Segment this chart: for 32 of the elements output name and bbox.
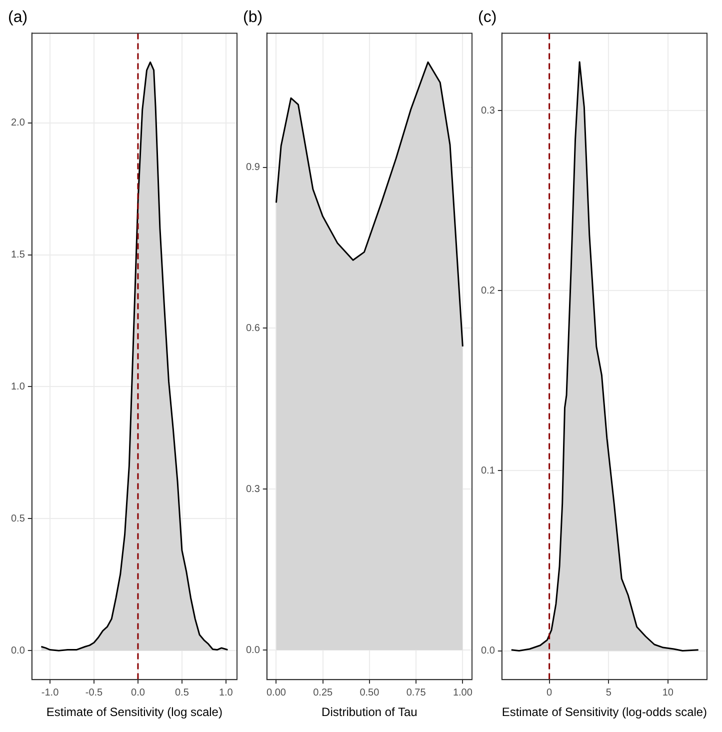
x-tick-label: 1.0 — [218, 687, 234, 698]
x-axis-title: Distribution of Tau — [322, 705, 418, 720]
chart-title: (b) — [243, 9, 263, 26]
y-tick-label: 0.0 — [10, 645, 26, 656]
y-tick-label: 0.2 — [480, 285, 496, 296]
chart-title: (a) — [8, 9, 28, 26]
x-tick-label: 5 — [606, 687, 612, 698]
x-axis-title: Estimate of Sensitivity (log-odds scale) — [502, 705, 707, 720]
y-tick-label: 0.0 — [246, 644, 260, 656]
y-tick-label: 0.5 — [10, 513, 26, 524]
x-tick-label: 10 — [662, 687, 674, 698]
x-tick-label: -1.0 — [41, 687, 60, 698]
x-axis-title: Estimate of Sensitivity (log scale) — [46, 705, 222, 720]
y-tick-label: 2.0 — [10, 118, 26, 129]
x-tick-label: 0.00 — [266, 687, 286, 698]
y-tick-label: 0.1 — [480, 465, 496, 476]
x-tick-label: 0.5 — [174, 687, 190, 698]
y-tick-label: 0.0 — [480, 646, 496, 657]
y-tick-label: 0.6 — [246, 322, 260, 334]
y-tick-label: 0.9 — [246, 162, 260, 174]
x-tick-label: 1.00 — [452, 687, 473, 698]
chart-title: (c) — [478, 9, 497, 26]
y-tick-label: 1.5 — [10, 250, 26, 261]
y-tick-label: 0.3 — [246, 484, 260, 495]
x-tick-label: 0.50 — [360, 687, 380, 698]
y-tick-label: 0.3 — [480, 105, 496, 116]
x-tick-label: -0.5 — [85, 687, 104, 698]
y-tick-label: 1.0 — [10, 381, 26, 392]
x-tick-label: 0.75 — [406, 687, 426, 698]
x-tick-label: 0.25 — [313, 687, 334, 698]
x-tick-label: 0 — [546, 687, 553, 698]
x-tick-label: 0.0 — [131, 687, 146, 698]
